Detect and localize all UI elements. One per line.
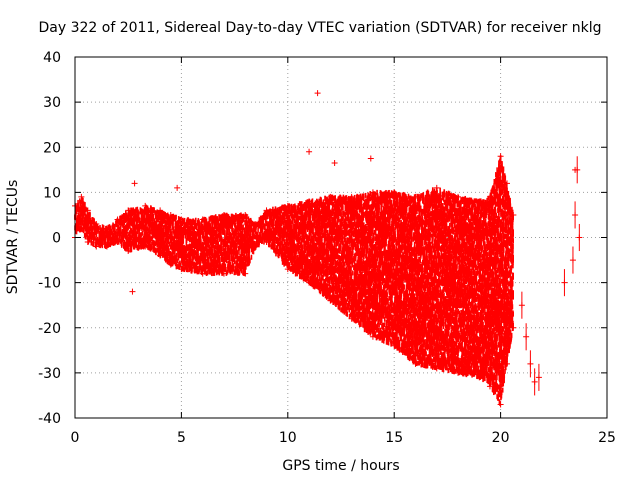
data-layer bbox=[72, 90, 583, 408]
